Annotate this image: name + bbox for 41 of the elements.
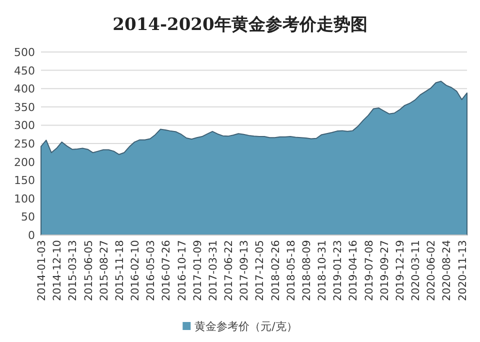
x-tick-label: 2017-09-13: [238, 240, 251, 302]
x-tick-label: 2020-06-02: [426, 240, 438, 302]
y-tick-label: 150: [14, 174, 35, 188]
x-tick-label: 2015-06-05: [82, 240, 95, 302]
y-tick-label: 400: [14, 82, 35, 96]
x-tick-label: 2019-01-23: [332, 240, 344, 302]
x-tick-label: 2014-12-10: [52, 240, 64, 302]
y-tick-label: 450: [14, 64, 35, 78]
y-tick-label: 500: [14, 46, 35, 59]
x-tick-label: 2018-05-18: [285, 240, 298, 302]
x-tick-label: 2020-08-24: [441, 240, 454, 302]
legend: 黄金参考价（元/克）: [182, 320, 298, 333]
x-tick-label: 2016-02-10: [130, 240, 142, 302]
y-tick-label: 300: [14, 119, 35, 132]
y-tick-label: 250: [14, 138, 35, 150]
x-tick-label: 2019-07-08: [363, 240, 376, 302]
x-tick-label: 2016-07-26: [160, 240, 173, 302]
x-tick-label: 2018-02-26: [270, 240, 282, 302]
chart-title: 2014-2020年黄金参考价走势图: [112, 15, 368, 35]
x-tick-label: 2019-04-16: [348, 240, 360, 302]
y-tick-label: 0: [28, 229, 35, 242]
y-tick-label: 200: [14, 156, 35, 169]
x-tick-label: 2017-06-22: [223, 240, 236, 302]
x-tick-label: 2015-08-27: [98, 240, 110, 302]
x-tick-label: 2019-09-27: [378, 240, 391, 302]
x-tick-label: 2014-01-03: [36, 240, 48, 302]
x-tick-label: 2015-03-13: [67, 240, 80, 302]
x-tick-label: 2016-10-17: [176, 240, 188, 302]
x-tick-label: 2020-11-13: [456, 240, 469, 302]
y-tick-label: 100: [14, 192, 35, 206]
x-tick-label: 2015-11-18: [114, 240, 126, 302]
x-tick-label: 2020-03-11: [410, 240, 422, 302]
y-tick-label: 350: [14, 100, 35, 114]
x-tick-label: 2017-01-09: [192, 240, 204, 302]
x-tick-label: 2016-05-03: [145, 240, 158, 302]
x-tick-label: 2017-03-31: [207, 240, 220, 302]
x-tick-label: 2018-10-31: [316, 240, 329, 302]
x-tick-label: 2018-08-09: [300, 240, 313, 302]
x-tick-label: 2017-12-05: [254, 240, 266, 302]
y-tick-label: 50: [21, 210, 35, 224]
x-tick-label: 2019-12-19: [394, 240, 406, 302]
